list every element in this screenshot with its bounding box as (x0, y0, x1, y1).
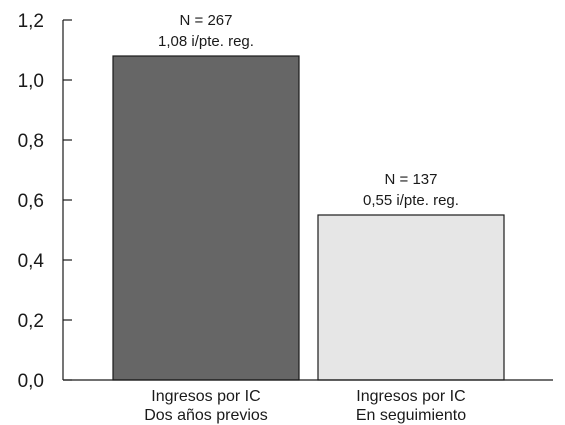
x-category-label-2-line-1: Ingresos por IC (356, 388, 465, 405)
bar-2-label-line-2: 0,55 i/pte. reg. (363, 192, 459, 209)
x-category-label-2-line-2: En seguimiento (356, 407, 466, 424)
data-labels: N = 267 1,08 i/pte. reg. N = 137 0,55 i/pte… (158, 12, 459, 209)
x-category-label-1-line-2: Dos años previos (144, 407, 268, 424)
y-tick-label: 0,2 (18, 311, 44, 332)
bar-1 (112, 55, 300, 381)
bar-1-label-line-1: N = 267 (180, 12, 233, 29)
y-tick-label: 0,4 (18, 251, 45, 272)
y-tick-label: 0,0 (18, 371, 44, 392)
bar-1-label-line-2: 1,08 i/pte. reg. (158, 33, 254, 50)
y-tick-label: 0,6 (18, 191, 44, 212)
x-category-label-1-line-1: Ingresos por IC (151, 388, 260, 405)
y-tick-label: 0,8 (18, 131, 44, 152)
y-axis: 0,0 0,2 0,4 0,6 0,8 1,0 1,2 (18, 11, 72, 392)
bar-2 (317, 214, 505, 381)
y-tick-label: 1,0 (18, 71, 44, 92)
bars (112, 55, 505, 381)
bar-2-label-line-1: N = 137 (385, 171, 438, 188)
x-axis: Ingresos por IC Dos años previos Ingresos … (63, 379, 553, 424)
y-tick-label: 1,2 (18, 11, 44, 32)
